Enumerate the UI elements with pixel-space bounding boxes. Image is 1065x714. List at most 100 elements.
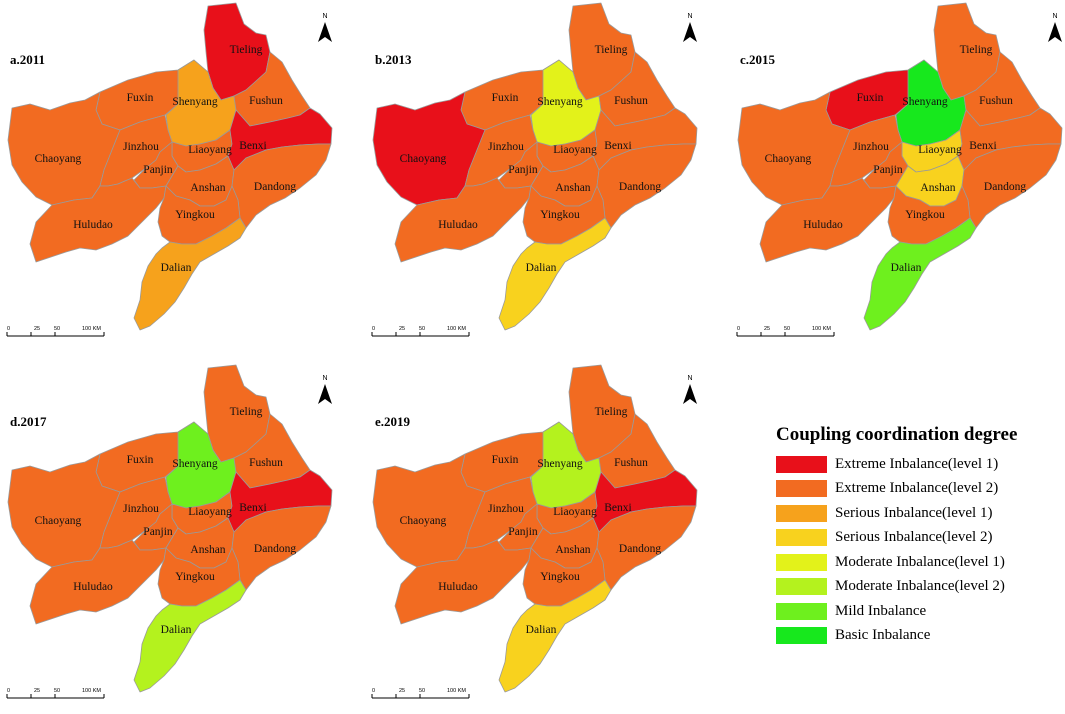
city-label-jinzhou: Jinzhou [123,141,159,153]
map-panel-b: Tieling Fuxin Shenyang Fushun Chaoyang Jinzho… [365,0,720,352]
svg-text:25: 25 [399,688,405,694]
city-label-huludao: Huludao [73,581,113,593]
svg-text:N: N [687,13,692,20]
city-label-benxi: Benxi [969,140,996,152]
map-svg: Tieling Fuxin Shenyang Fushun Chaoyang Jinzho… [7,2,333,331]
svg-text:25: 25 [764,326,770,332]
svg-text:100 KM: 100 KM [812,326,831,332]
city-label-panjin: Panjin [873,164,903,176]
city-label-benxi: Benxi [604,502,631,514]
svg-text:100 KM: 100 KM [82,326,101,332]
city-label-panjin: Panjin [143,526,173,538]
region-dalian [498,217,612,331]
region-dalian [133,217,247,331]
region-dalian [498,579,612,693]
scale-bar: 0 25 50 100 KM [369,684,489,706]
city-label-anshan: Anshan [555,182,590,194]
region-huludao [394,177,532,263]
legend-label: Serious Inbalance(level 1) [835,504,993,521]
legend-label: Basic Inbalance [835,627,931,644]
map-svg: Tieling Fuxin Shenyang Fushun Chaoyang Jinzho… [7,364,333,693]
city-label-chaoyang: Chaoyang [35,153,82,165]
svg-text:0: 0 [7,688,10,694]
north-arrow-icon: N [680,10,700,44]
city-label-panjin: Panjin [508,526,538,538]
svg-text:50: 50 [419,326,425,332]
city-label-liaoyang: Liaoyang [918,144,962,156]
city-label-chaoyang: Chaoyang [400,153,447,165]
scale-bar: 0 25 50 100 KM [369,322,489,344]
city-label-chaoyang: Chaoyang [765,153,812,165]
city-label-dalian: Dalian [526,262,557,274]
city-label-shenyang: Shenyang [172,458,218,470]
city-label-dalian: Dalian [161,624,192,636]
city-label-dandong: Dandong [619,181,661,193]
legend-swatch [776,455,827,473]
svg-text:100 KM: 100 KM [447,326,466,332]
city-label-liaoyang: Liaoyang [188,144,232,156]
legend-item: Serious Inbalance(level 2) [776,526,1056,551]
region-huludao [759,177,897,263]
city-label-shenyang: Shenyang [172,96,218,108]
city-label-fuxin: Fuxin [127,92,154,104]
legend: Coupling coordination degree Extreme Inb… [776,424,1056,648]
city-label-dandong: Dandong [254,543,296,555]
city-label-huludao: Huludao [803,219,843,231]
city-label-huludao: Huludao [438,219,478,231]
legend-label: Mild Inbalance [835,602,927,619]
svg-text:0: 0 [372,688,375,694]
city-label-anshan: Anshan [920,182,955,194]
city-label-tieling: Tieling [230,44,263,56]
city-label-shenyang: Shenyang [902,96,948,108]
map-title: c.2015 [740,52,776,67]
city-label-jinzhou: Jinzhou [853,141,889,153]
region-huludao [29,177,167,263]
svg-text:50: 50 [54,326,60,332]
legend-item: Extreme Inbalance(level 2) [776,477,1056,502]
svg-text:50: 50 [419,688,425,694]
city-label-fushun: Fushun [614,457,648,469]
svg-text:25: 25 [399,326,405,332]
scale-bar: 0 25 50 100 KM [734,322,854,344]
map-title: b.2013 [375,52,412,67]
city-label-dalian: Dalian [161,262,192,274]
legend-item: Extreme Inbalance(level 1) [776,452,1056,477]
city-label-fushun: Fushun [614,95,648,107]
region-dalian [133,579,247,693]
city-label-shenyang: Shenyang [537,458,583,470]
map-title: e.2019 [375,414,411,429]
legend-swatch [776,578,827,596]
city-label-liaoyang: Liaoyang [553,144,597,156]
north-arrow-icon: N [315,372,335,406]
svg-text:0: 0 [372,326,375,332]
svg-text:25: 25 [34,688,40,694]
svg-text:0: 0 [7,326,10,332]
legend-swatch [776,480,827,498]
legend-swatch [776,553,827,571]
city-label-benxi: Benxi [239,140,266,152]
region-dalian [863,217,977,331]
city-label-anshan: Anshan [555,544,590,556]
city-label-jinzhou: Jinzhou [488,503,524,515]
city-label-benxi: Benxi [604,140,631,152]
svg-text:50: 50 [784,326,790,332]
city-label-liaoyang: Liaoyang [188,506,232,518]
city-label-fushun: Fushun [249,95,283,107]
city-label-benxi: Benxi [239,502,266,514]
city-label-yingkou: Yingkou [175,209,215,221]
svg-text:N: N [322,13,327,20]
north-arrow-icon: N [1045,10,1065,44]
legend-label: Serious Inbalance(level 2) [835,529,993,546]
city-label-fuxin: Fuxin [127,454,154,466]
city-label-fuxin: Fuxin [857,92,884,104]
region-huludao [29,539,167,625]
north-arrow-icon: N [680,372,700,406]
scale-bar: 0 25 50 100 KM [4,322,124,344]
north-arrow-icon: N [315,10,335,44]
city-label-huludao: Huludao [73,219,113,231]
map-panel-c: Tieling Fuxin Shenyang Fushun Chaoyang Jinzho… [730,0,1065,352]
city-label-dandong: Dandong [619,543,661,555]
legend-label: Moderate Inbalance(level 1) [835,553,1005,570]
svg-text:25: 25 [34,326,40,332]
legend-item: Basic Inbalance [776,624,1056,649]
